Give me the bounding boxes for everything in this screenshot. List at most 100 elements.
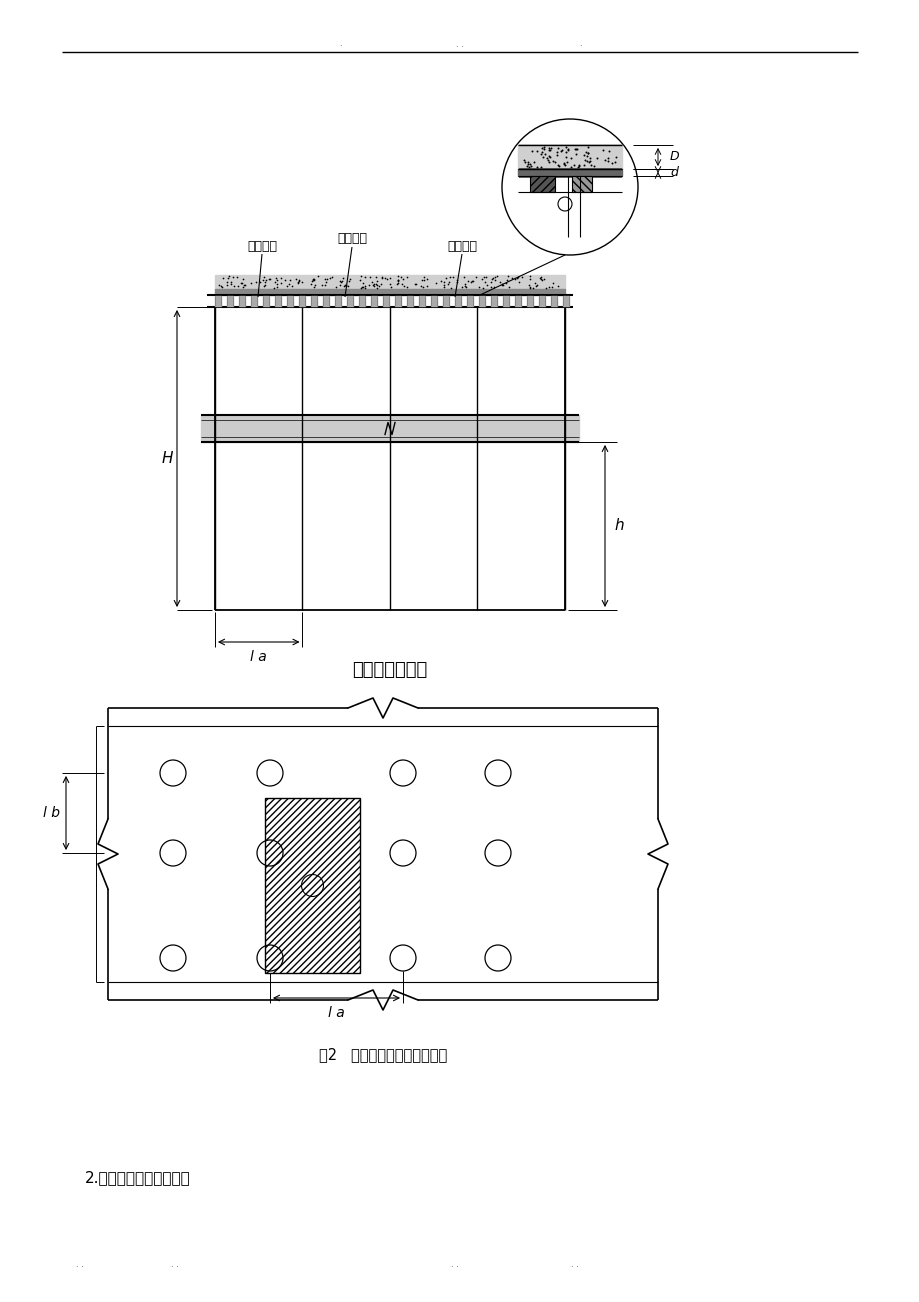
Point (498, 272, 513, 293)
Point (536, 146, 550, 167)
Point (516, 150, 531, 171)
Point (290, 271, 305, 292)
Point (494, 275, 509, 296)
Text: 模板支架立面图: 模板支架立面图 (352, 661, 427, 680)
Point (338, 276, 353, 297)
Point (534, 138, 549, 159)
Point (520, 154, 535, 174)
Point (413, 276, 427, 297)
Point (558, 137, 573, 158)
Point (550, 155, 564, 176)
Point (378, 267, 392, 288)
Point (581, 151, 596, 172)
Point (465, 271, 480, 292)
Point (509, 267, 524, 288)
Point (556, 154, 571, 174)
Point (589, 147, 604, 168)
Text: ·: · (338, 43, 341, 52)
Point (278, 275, 293, 296)
Point (523, 155, 538, 176)
Point (341, 276, 356, 297)
Point (468, 267, 482, 288)
Point (563, 156, 578, 177)
Point (526, 151, 540, 172)
Point (526, 277, 540, 298)
Point (547, 152, 562, 173)
Point (563, 147, 578, 168)
Point (457, 276, 471, 297)
Point (536, 137, 550, 158)
Point (369, 275, 383, 296)
Point (442, 267, 457, 288)
Circle shape (502, 118, 637, 255)
Point (223, 271, 238, 292)
Point (305, 270, 320, 290)
Point (607, 146, 622, 167)
Point (314, 275, 329, 296)
Text: · ·: · · (456, 43, 463, 52)
Point (319, 272, 334, 293)
Point (551, 156, 566, 177)
Point (600, 151, 615, 172)
Point (391, 266, 405, 286)
Point (399, 267, 414, 288)
Text: l a: l a (250, 650, 267, 664)
Point (212, 275, 227, 296)
Point (527, 272, 541, 293)
Point (375, 267, 390, 288)
Point (568, 143, 583, 164)
Point (269, 276, 284, 297)
Point (582, 147, 596, 168)
Point (342, 271, 357, 292)
Point (317, 275, 332, 296)
Point (267, 277, 281, 298)
Point (220, 268, 234, 289)
Point (284, 276, 299, 297)
Point (373, 273, 388, 294)
Point (414, 276, 429, 297)
Point (517, 151, 532, 172)
Point (220, 272, 234, 293)
Point (554, 139, 569, 160)
Text: 图2   楼板支撑架荷载计算单元: 图2 楼板支撑架荷载计算单元 (319, 1048, 447, 1062)
Point (479, 275, 494, 296)
Point (273, 272, 288, 293)
Point (308, 275, 323, 296)
Point (553, 141, 568, 161)
Point (459, 277, 473, 298)
Point (320, 270, 335, 290)
Point (557, 154, 572, 174)
Text: 横向钢管: 横向钢管 (336, 233, 367, 246)
Point (465, 271, 480, 292)
Point (366, 276, 380, 297)
Point (382, 273, 397, 294)
Point (332, 271, 346, 292)
Point (454, 276, 469, 297)
Point (584, 155, 598, 176)
Point (522, 266, 537, 286)
Point (511, 272, 526, 293)
Point (235, 277, 250, 298)
Point (541, 145, 556, 165)
Point (558, 146, 573, 167)
Point (414, 270, 428, 290)
Point (282, 270, 297, 290)
Point (294, 272, 309, 293)
Text: · ·: · · (76, 1263, 84, 1272)
Point (536, 138, 550, 159)
Point (533, 267, 548, 288)
Bar (572, 176, 591, 191)
Point (416, 266, 431, 286)
Point (278, 270, 292, 290)
Point (474, 270, 489, 290)
Point (281, 273, 296, 294)
Point (253, 271, 267, 292)
Point (317, 268, 332, 289)
Text: l b: l b (43, 806, 61, 820)
Point (528, 141, 543, 161)
Point (394, 273, 409, 294)
Point (306, 270, 321, 290)
Point (566, 155, 581, 176)
Point (561, 139, 575, 160)
Point (578, 142, 593, 163)
